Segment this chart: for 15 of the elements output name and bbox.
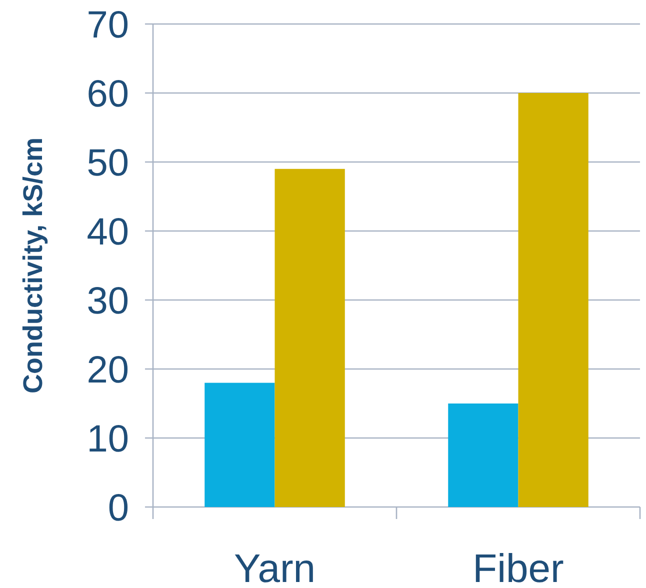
bar (204, 382, 275, 507)
x-tick-label: Fiber (472, 547, 564, 588)
y-tick-label: 0 (108, 487, 129, 530)
y-tick-label: 40 (86, 211, 129, 254)
y-tick-label: 20 (86, 349, 129, 392)
y-tick-label: 50 (86, 142, 129, 184)
y-tick-label: 10 (86, 418, 129, 460)
bar (518, 93, 588, 507)
bar (274, 168, 345, 507)
y-axis-title: Conductivity, kS/cm (18, 137, 48, 394)
y-tick-label: 30 (86, 280, 129, 322)
y-tick-label: 60 (86, 73, 129, 116)
y-tick-label: 70 (86, 4, 129, 46)
x-tick-label: Yarn (234, 547, 316, 588)
bar (448, 404, 518, 507)
